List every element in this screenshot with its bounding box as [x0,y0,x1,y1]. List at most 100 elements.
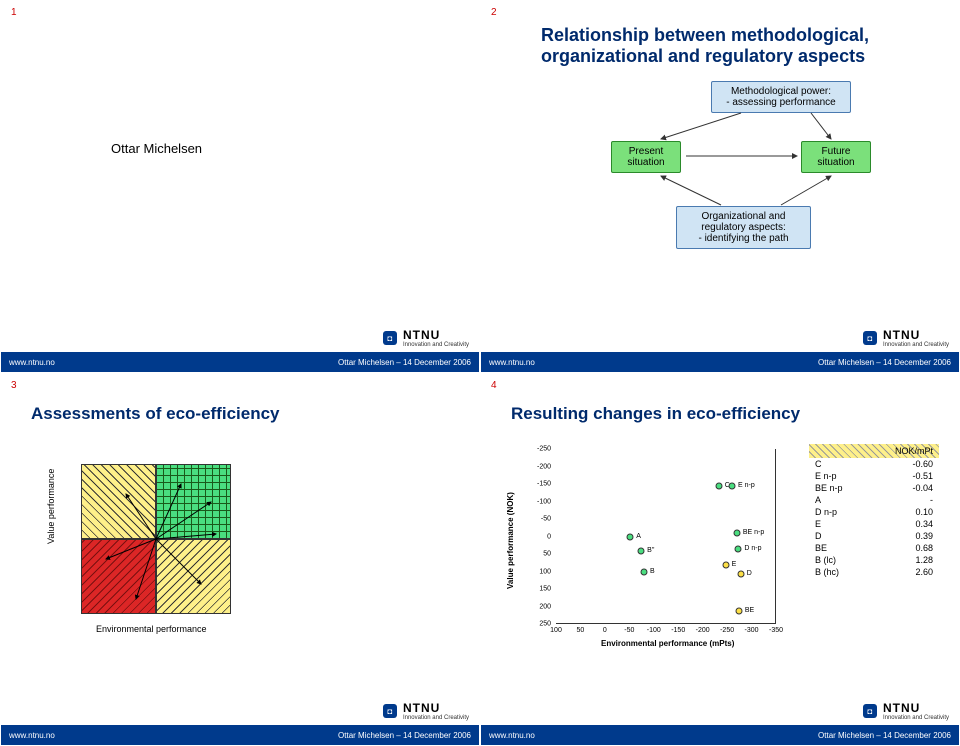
xtick: -50 [624,627,634,634]
row-val: 0.68 [880,542,939,554]
row-val: -0.60 [880,458,939,470]
table-row: BE0.68 [809,542,939,554]
slide-1: 1 Ottar Michelsen ◘ NTNU Innovation and … [0,0,480,373]
point-label: BE n-p [743,529,764,536]
point-label: D [747,570,752,577]
data-point [641,568,648,575]
slide-title: Relationship between methodological, org… [541,25,919,67]
ntnu-logo: ◘ NTNU Innovation and Creativity [383,701,469,721]
table-row: C-0.60 [809,458,939,470]
row-key: B (lc) [809,554,880,566]
slide-num: 3 [11,380,17,391]
footer-right: Ottar Michelsen – 14 December 2006 [818,731,951,740]
table-row: B (hc)2.60 [809,566,939,578]
xtick: -350 [769,627,783,634]
chart-xlabel: Environmental performance (mPts) [601,639,734,648]
row-key: BE n-p [809,482,880,494]
results-table: NOK/mPt C-0.60E n-p-0.51BE n-p-0.04A-D n… [809,444,939,578]
footer-left: www.ntnu.no [9,358,55,367]
logo-tag: Innovation and Creativity [883,715,949,721]
row-val: 0.39 [880,530,939,542]
logo-name: NTNU [403,701,469,715]
data-point [638,547,645,554]
quadrant-chart [81,464,231,614]
ytick: -100 [511,498,551,505]
slide-4: 4 Resulting changes in eco-efficiency Va… [480,373,960,746]
row-key: A [809,494,880,506]
author: Ottar Michelsen [111,141,202,156]
row-val: 1.28 [880,554,939,566]
point-label: D n-p [744,545,761,552]
slide-grid: 1 Ottar Michelsen ◘ NTNU Innovation and … [0,0,960,746]
table-row: A- [809,494,939,506]
data-point [627,533,634,540]
footer-left: www.ntnu.no [489,358,535,367]
ytick: 200 [511,603,551,610]
footer-right: Ottar Michelsen – 14 December 2006 [338,731,471,740]
plot-area: AB''BCE n-pBE n-pD n-pEDBE [556,449,776,624]
data-point [722,562,729,569]
xtick: -200 [696,627,710,634]
logo-tag: Innovation and Creativity [883,342,949,348]
data-point [733,530,740,537]
logo-name: NTNU [883,328,949,342]
footer: www.ntnu.no Ottar Michelsen – 14 Decembe… [1,725,479,745]
footer-right: Ottar Michelsen – 14 December 2006 [338,358,471,367]
row-val: -0.51 [880,470,939,482]
ytick: 50 [511,551,551,558]
row-key: E [809,518,880,530]
slide-num: 2 [491,7,497,18]
data-point [735,545,742,552]
ytick: -200 [511,463,551,470]
row-val: 2.60 [880,566,939,578]
slide-2: 2 Relationship between methodological, o… [480,0,960,373]
table-row: E0.34 [809,518,939,530]
xtick: 50 [577,627,585,634]
ytick: 250 [511,621,551,628]
slide-3: 3 Assessments of eco-efficiency Value pe… [0,373,480,746]
table-row: D0.39 [809,530,939,542]
point-label: E [732,561,737,568]
slide-title: Assessments of eco-efficiency [31,404,280,424]
table-row: E n-p-0.51 [809,470,939,482]
logo-badge-icon: ◘ [863,704,877,718]
data-point [735,608,742,615]
footer: www.ntnu.no Ottar Michelsen – 14 Decembe… [1,352,479,372]
row-key: D n-p [809,506,880,518]
box-organizational: Organizational and regulatory aspects: -… [676,206,811,249]
xtick: 0 [603,627,607,634]
logo-name: NTNU [883,701,949,715]
box-future: Future situation [801,141,871,173]
table-header: NOK/mPt [895,446,933,456]
slide-num: 1 [11,7,17,18]
data-point [715,482,722,489]
row-key: B (hc) [809,566,880,578]
footer-left: www.ntnu.no [489,731,535,740]
footer-right: Ottar Michelsen – 14 December 2006 [818,358,951,367]
point-label: B'' [647,547,654,554]
table-row: D n-p0.10 [809,506,939,518]
logo-name: NTNU [403,328,469,342]
ytick: 0 [511,533,551,540]
point-label: E n-p [738,482,755,489]
ytick: -150 [511,481,551,488]
row-key: D [809,530,880,542]
table-row: B (lc)1.28 [809,554,939,566]
xtick: -100 [647,627,661,634]
ntnu-logo: ◘ NTNU Innovation and Creativity [383,328,469,348]
ytick: -50 [511,516,551,523]
footer: www.ntnu.no Ottar Michelsen – 14 Decembe… [481,352,959,372]
table-row: BE n-p-0.04 [809,482,939,494]
ytick: 150 [511,586,551,593]
chart-xlabel: Environmental performance [96,624,207,634]
data-point [737,570,744,577]
point-label: A [636,533,641,540]
ytick: -250 [511,446,551,453]
logo-badge-icon: ◘ [383,704,397,718]
slide-num: 4 [491,380,497,391]
logo-badge-icon: ◘ [863,331,877,345]
xtick: -250 [720,627,734,634]
row-key: BE [809,542,880,554]
row-key: E n-p [809,470,880,482]
row-val: - [880,494,939,506]
